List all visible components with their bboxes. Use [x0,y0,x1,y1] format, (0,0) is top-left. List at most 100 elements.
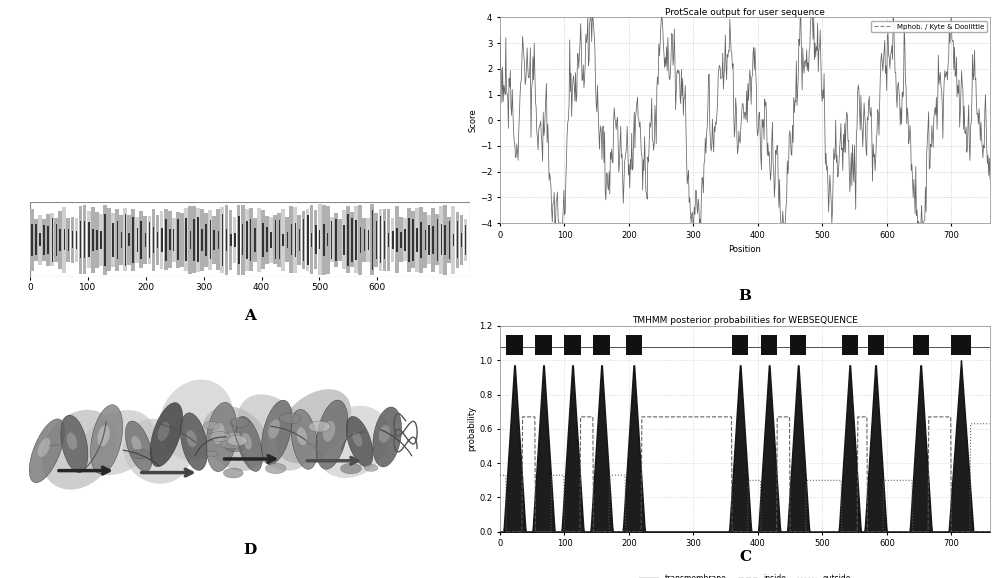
Circle shape [204,421,219,429]
Bar [184,208,188,272]
Bar [311,234,312,246]
Bar [432,226,434,254]
Bar [241,205,245,275]
Bar [201,229,203,251]
Bar [100,231,102,249]
Bar [415,208,419,272]
Bar [99,213,103,266]
Bar [132,217,134,262]
Bar [172,217,176,262]
Bar [185,218,187,261]
Ellipse shape [29,419,64,483]
Bar [913,335,929,355]
Bar [173,229,174,251]
Bar [38,215,42,265]
Bar [75,218,78,262]
Bar [266,228,268,252]
Bar [257,208,261,272]
Bar [165,218,167,261]
Bar [449,221,450,259]
Y-axis label: Score: Score [468,109,477,132]
Bar [315,225,317,254]
Bar [31,224,33,255]
Bar [104,214,106,265]
Bar [87,212,90,268]
Ellipse shape [158,422,170,441]
Bar [56,224,57,256]
Bar [52,218,53,262]
Bar [196,208,200,272]
Title: ProtScale output for user sequence: ProtScale output for user sequence [665,8,825,17]
Circle shape [230,418,249,427]
Ellipse shape [373,407,402,467]
Bar [115,209,119,271]
Bar [387,209,390,271]
Circle shape [131,450,149,459]
Bar [347,213,349,266]
Bar [392,231,394,249]
Bar [156,214,159,265]
Bar [226,229,227,251]
Bar [80,221,81,258]
Bar [88,223,90,257]
Bar [58,211,62,269]
Ellipse shape [346,416,373,467]
Bar [160,211,163,269]
Bar [39,234,41,246]
Ellipse shape [352,432,362,447]
Bar [121,232,122,248]
Bar [407,208,411,272]
Bar [303,219,304,261]
Bar [190,231,191,249]
Y-axis label: probability: probability [467,406,476,451]
Circle shape [340,463,362,474]
Bar [420,222,422,258]
Bar [218,231,219,249]
Bar [289,206,293,273]
Bar [951,335,971,355]
Bar [148,216,151,264]
Bar [287,232,288,247]
Bar [66,218,70,262]
Bar [238,216,240,264]
Bar [427,216,431,264]
Bar [72,231,73,249]
Bar [229,210,232,270]
Bar [306,209,309,271]
Bar [83,205,86,275]
Bar [404,229,406,251]
Bar [435,214,439,265]
Bar [161,228,163,252]
Bar [388,233,389,247]
Bar [307,215,309,265]
Ellipse shape [61,415,88,473]
Bar [220,206,224,273]
Bar [34,218,38,261]
Bar [270,232,272,248]
Bar [177,220,179,260]
Bar [302,210,305,269]
Circle shape [223,468,243,478]
Ellipse shape [291,409,318,469]
Bar [319,231,320,249]
Ellipse shape [262,400,292,465]
Bar [403,218,407,261]
Bar [291,224,292,255]
Bar [131,209,135,271]
Circle shape [226,432,241,439]
Bar [447,217,451,263]
Bar [188,206,192,274]
Circle shape [364,465,378,472]
Bar [71,217,74,262]
Bar [593,335,610,355]
Bar [351,218,353,262]
Bar [180,213,184,267]
Bar [164,209,168,271]
Bar [354,206,358,273]
Bar [395,206,398,273]
Circle shape [265,463,286,473]
Bar [355,220,357,260]
Ellipse shape [242,433,252,450]
Bar [117,221,118,259]
Bar [343,225,345,255]
